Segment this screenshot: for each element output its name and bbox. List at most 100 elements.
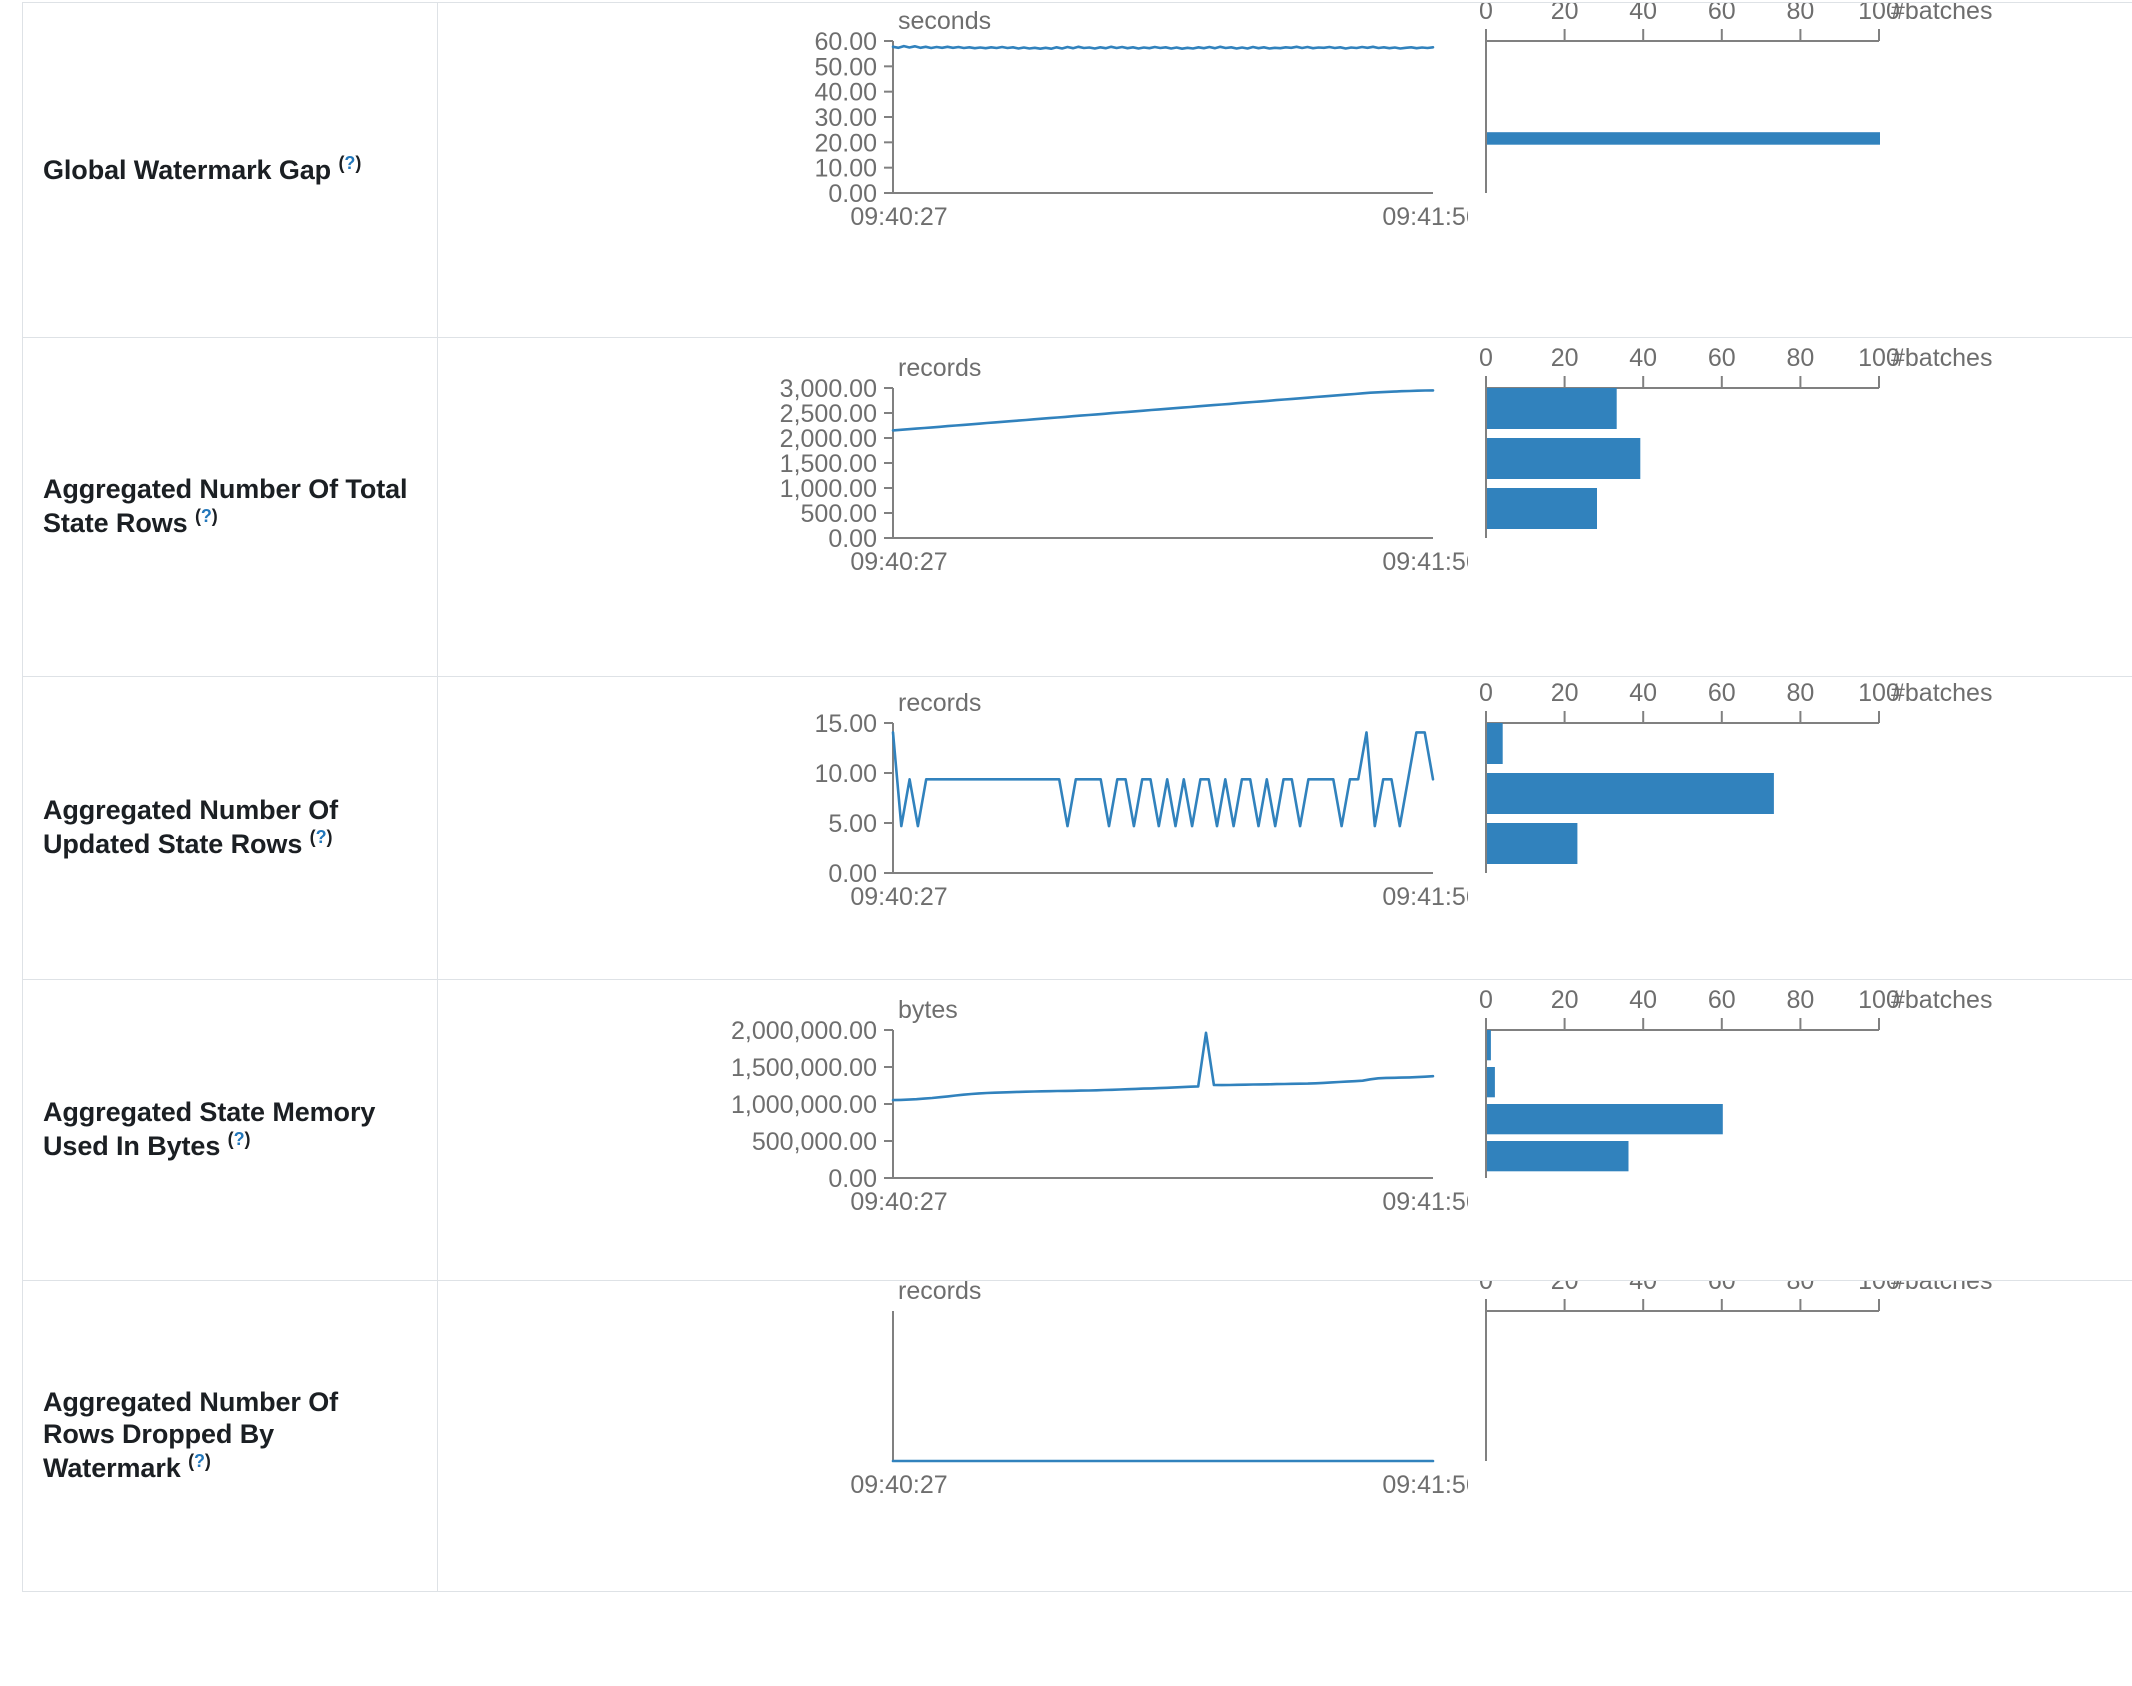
y-axis-tick-label: 40.00 bbox=[814, 79, 877, 107]
metric-help-icon[interactable]: (?) bbox=[338, 153, 362, 174]
timeline-container[interactable]: seconds 60.00 50.00 40.00 30.00 20.00 10.00 0.0… bbox=[438, 3, 1468, 337]
metrics-table: Global Watermark Gap (?) seconds 60.00 50.0… bbox=[22, 2, 2132, 1592]
timeline-chart: records 09:40:27 09:41:56 bbox=[850, 1281, 1468, 1499]
y-axis-tick-label: 2,000,000.00 bbox=[731, 1017, 877, 1045]
chart-pair: bytes 2,000,000.00 1,500,000.00 1,000,000.0… bbox=[438, 980, 2132, 1280]
histogram-bar bbox=[1487, 132, 1880, 145]
x-axis-start-time: 09:40:27 bbox=[850, 548, 947, 576]
metric-help-icon[interactable]: (?) bbox=[188, 1450, 211, 1471]
chart-pair: records 3,000.00 2,500.00 2,000.00 1,500.00 1… bbox=[438, 338, 2132, 676]
metric-label-cell: Aggregated Number Of Total State Rows (?… bbox=[22, 337, 438, 677]
x-axis-start-time: 09:40:27 bbox=[850, 1188, 947, 1216]
hist-x-tick-label: 40 bbox=[1629, 986, 1657, 1014]
hist-x-tick-label: 0 bbox=[1479, 679, 1493, 707]
chart-pair: records 09:40:27 09:41:56 0 20 40 60 80 100#batc… bbox=[438, 1281, 2132, 1591]
hist-x-tick-label: 100 bbox=[1858, 679, 1900, 707]
y-axis-tick-label: 0.00 bbox=[828, 1165, 877, 1193]
table-row: Aggregated Number Of Total State Rows (?… bbox=[22, 337, 2132, 677]
metric-label-cell: Global Watermark Gap (?) bbox=[22, 2, 438, 338]
hist-x-tick-label: 60 bbox=[1708, 344, 1736, 372]
metric-chart-cell: records 15.00 10.00 5.00 0.00 09:40:27 09:41:5… bbox=[437, 676, 2132, 980]
histogram-bar bbox=[1487, 1141, 1629, 1172]
y-axis-tick-label: 500.00 bbox=[801, 500, 877, 528]
hist-x-tick-label: 80 bbox=[1786, 1281, 1814, 1295]
histogram-bar bbox=[1487, 773, 1774, 814]
table-row: Aggregated Number Of Rows Dropped By Wat… bbox=[22, 1280, 2132, 1592]
table-row: Aggregated State Memory Used In Bytes (?… bbox=[22, 979, 2132, 1281]
y-axis-tick-label: 50.00 bbox=[814, 53, 877, 81]
histogram-bar bbox=[1487, 388, 1617, 429]
hist-x-tick-label: 60 bbox=[1708, 1281, 1736, 1295]
help-question-mark[interactable]: ? bbox=[193, 1450, 205, 1471]
metric-title-text: Aggregated Number Of Total State Rows bbox=[43, 474, 408, 538]
hist-x-tick-label: 40 bbox=[1629, 344, 1657, 372]
timeline-container[interactable]: records 09:40:27 09:41:56 bbox=[438, 1281, 1468, 1591]
batch-histogram: 0 20 40 60 80 100#batches bbox=[1479, 1281, 1992, 1461]
hist-x-tick-label: 20 bbox=[1551, 1281, 1579, 1295]
metric-label-cell: Aggregated State Memory Used In Bytes (?… bbox=[22, 979, 438, 1281]
batch-histogram: 0 20 40 60 80 100#batches bbox=[1479, 344, 1992, 538]
histogram-container[interactable]: 0 20 40 60 80 100 #batches bbox=[1468, 3, 2132, 337]
x-axis-end-time: 09:41:56 bbox=[1382, 203, 1468, 231]
hist-x-tick-label: 20 bbox=[1551, 679, 1579, 707]
x-axis-start-time: 09:40:27 bbox=[850, 1471, 947, 1499]
timeline-container[interactable]: records 15.00 10.00 5.00 0.00 09:40:27 09:41:5… bbox=[438, 677, 1468, 979]
hist-x-tick-label: 80 bbox=[1786, 3, 1814, 25]
chart-pair: seconds 60.00 50.00 40.00 30.00 20.00 10.00 0.0… bbox=[438, 3, 2132, 337]
metric-help-icon[interactable]: (?) bbox=[309, 827, 333, 847]
metric-title-text: Aggregated Number Of Updated State Rows bbox=[43, 795, 339, 859]
metric-chart-cell: records 3,000.00 2,500.00 2,000.00 1,500.00 1… bbox=[437, 337, 2132, 677]
hist-x-tick-label: 100 bbox=[1858, 1281, 1900, 1295]
help-question-mark[interactable]: ? bbox=[200, 506, 212, 526]
table-row: Global Watermark Gap (?) seconds 60.00 50.0… bbox=[22, 2, 2132, 338]
metric-help-icon[interactable]: (?) bbox=[227, 1129, 251, 1149]
histogram-bar bbox=[1487, 1104, 1723, 1135]
hist-x-tick-label: 40 bbox=[1629, 3, 1657, 25]
hist-x-tick-label: 60 bbox=[1708, 679, 1736, 707]
metric-help-icon[interactable]: (?) bbox=[194, 506, 218, 526]
timeline-chart: records 3,000.002,500.002,000.001,500.001… bbox=[780, 354, 1468, 576]
hist-x-tick-label: 60 bbox=[1708, 3, 1736, 25]
hist-x-tick-label: 20 bbox=[1551, 344, 1579, 372]
hist-x-tick-label: 40 bbox=[1629, 679, 1657, 707]
y-axis-tick-label: 60.00 bbox=[814, 28, 877, 56]
metric-title: Aggregated Number Of Updated State Rows … bbox=[43, 795, 411, 861]
timeline-chart: seconds 60.0050.0040.0030.0020.0010.000.0… bbox=[814, 7, 1468, 231]
metric-label-cell: Aggregated Number Of Rows Dropped By Wat… bbox=[22, 1280, 438, 1592]
batch-histogram: 0 20 40 60 80 100#batches bbox=[1479, 986, 1992, 1178]
y-axis-tick-label: 500,000.00 bbox=[752, 1128, 877, 1156]
histogram-container[interactable]: 0 20 40 60 80 100 #batches bbox=[1468, 980, 2132, 1280]
hist-x-axis-label: #batches bbox=[1891, 1281, 1992, 1295]
metric-chart-cell: records 09:40:27 09:41:56 0 20 40 60 80 100#batc… bbox=[437, 1280, 2132, 1592]
y-axis-tick-label: 1,500,000.00 bbox=[731, 1054, 877, 1082]
y-axis-tick-label: 20.00 bbox=[814, 129, 877, 157]
histogram-container[interactable]: 0 20 40 60 80 100 #batches bbox=[1468, 338, 2132, 676]
metric-label-cell: Aggregated Number Of Updated State Rows … bbox=[22, 676, 438, 980]
histogram-bar bbox=[1487, 1030, 1491, 1061]
y-axis-unit-label: records bbox=[898, 1281, 981, 1305]
metric-title: Aggregated State Memory Used In Bytes (?… bbox=[43, 1097, 411, 1163]
histogram-container[interactable]: 0 20 40 60 80 100 #batches bbox=[1468, 1281, 2132, 1591]
histogram-bar bbox=[1487, 488, 1597, 529]
metric-chart-cell: bytes 2,000,000.00 1,500,000.00 1,000,000.0… bbox=[437, 979, 2132, 1281]
y-axis-unit-label: records bbox=[898, 354, 981, 382]
timeline-container[interactable]: bytes 2,000,000.00 1,500,000.00 1,000,000.0… bbox=[438, 980, 1468, 1280]
y-axis-tick-label: 10.00 bbox=[814, 760, 877, 788]
help-question-mark[interactable]: ? bbox=[315, 827, 327, 847]
y-axis-tick-label: 1,500.00 bbox=[780, 450, 877, 478]
hist-x-tick-label: 0 bbox=[1479, 986, 1493, 1014]
y-axis-tick-label: 2,500.00 bbox=[780, 400, 877, 428]
x-axis-end-time: 09:41:56 bbox=[1382, 883, 1468, 911]
hist-x-tick-label: 100 bbox=[1858, 344, 1900, 372]
help-question-mark[interactable]: ? bbox=[344, 153, 356, 174]
timeline-chart: bytes 2,000,000.00 1,500,000.00 1,000,000.0… bbox=[731, 996, 1468, 1216]
y-axis-tick-label: 0.00 bbox=[828, 180, 877, 208]
timeline-container[interactable]: records 3,000.00 2,500.00 2,000.00 1,500.00 1… bbox=[438, 338, 1468, 676]
y-axis-tick-label: 0.00 bbox=[828, 860, 877, 888]
histogram-container[interactable]: 0 20 40 60 80 100 #batches bbox=[1468, 677, 2132, 979]
help-question-mark[interactable]: ? bbox=[233, 1129, 245, 1149]
metric-title: Global Watermark Gap (?) bbox=[43, 153, 411, 187]
hist-x-tick-label: 60 bbox=[1708, 986, 1736, 1014]
